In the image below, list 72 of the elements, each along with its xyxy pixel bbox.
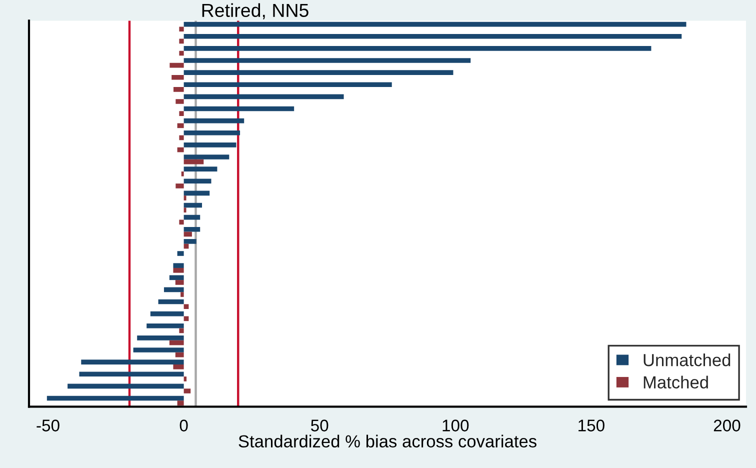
x-tick-label: 200 [714,420,740,432]
x-tick-label: 0 [180,420,188,432]
bar [177,400,184,406]
bar [150,311,184,316]
bar [169,275,184,280]
legend-label: Matched [644,376,708,389]
bar [175,280,184,285]
bar [184,166,218,172]
bar [184,70,454,75]
bar [164,287,184,292]
bar [177,147,184,152]
bar [179,38,184,44]
bar [184,58,471,63]
bar [179,111,184,116]
legend-label: Unmatched [644,354,730,366]
bar [184,159,204,164]
bar [184,226,200,232]
bar [184,178,212,184]
bar [173,268,184,273]
bar [170,62,184,68]
bar [179,135,184,140]
bar [180,292,184,297]
chart-title: Retired, NN5 [202,3,308,20]
bar [184,130,240,136]
bar [146,323,184,328]
bar [181,171,184,176]
bar [184,118,244,124]
bar [184,94,344,100]
bar [173,87,184,92]
bar [133,348,184,352]
bar [184,202,202,208]
bar [184,239,196,244]
bar [173,364,184,370]
bar [177,123,184,128]
bar [184,376,187,382]
bar [169,340,184,346]
bar [184,208,186,212]
bar [179,50,184,56]
bar [79,372,184,377]
bar [184,154,230,160]
bar [179,328,184,334]
bar [184,196,186,200]
bar [184,46,652,51]
bar [172,74,184,80]
bar [175,352,184,358]
bar [173,263,184,268]
bar [184,142,236,148]
bar [177,251,184,256]
bar [184,82,392,88]
bar [158,299,184,304]
bar [176,184,184,188]
bar [184,190,210,196]
x-tick-label: -50 [36,420,60,432]
bar [179,220,184,225]
bar [184,232,192,237]
bar [184,304,189,309]
bar [184,214,200,220]
bar [46,396,184,401]
bar [137,336,184,340]
x-tick-label: 150 [578,420,604,432]
bar [81,360,184,364]
bar [184,34,682,39]
bar [184,22,686,27]
bar [184,388,191,394]
x-tick-label: 50 [311,420,328,432]
bar [184,316,189,322]
x-axis-title: Standardized % bias across covariates [238,434,536,448]
bar [179,26,184,32]
bar [176,99,184,104]
bar [184,106,294,112]
x-tick-label: 100 [442,420,469,432]
bar [68,384,184,389]
